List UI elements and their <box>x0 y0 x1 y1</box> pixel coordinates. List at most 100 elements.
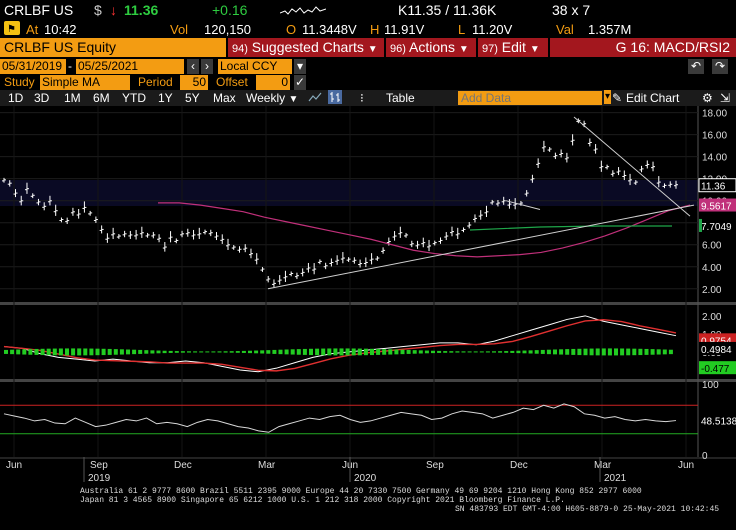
ma-slow-tag-marker <box>699 218 702 232</box>
period-input[interactable]: 50 <box>180 75 208 90</box>
trend-line-resistance <box>573 116 691 217</box>
histogram-tag: -0.477 <box>701 364 730 375</box>
suggested-charts-menu[interactable]: 94) Suggested Charts ▼ <box>228 38 384 57</box>
macd-histogram-bar <box>662 349 667 355</box>
line-chart-icon[interactable] <box>308 91 322 106</box>
security-field[interactable]: CRLBF US Equity <box>0 38 226 57</box>
macd-tag: 0.9754 <box>701 336 732 347</box>
macd-histogram-bar <box>540 349 545 354</box>
macd-histogram-bar <box>107 348 112 355</box>
add-data-input[interactable] <box>458 91 602 105</box>
macd-histogram-bar <box>126 349 130 355</box>
x-axis-label: Mar <box>594 460 612 471</box>
edit-menu[interactable]: 97) Edit ▼ <box>478 38 548 57</box>
value-label: Val <box>556 22 574 37</box>
macd-histogram-bar <box>522 350 527 354</box>
edit-chart-button[interactable]: Edit Chart <box>626 91 680 105</box>
rsi-tag-bg <box>699 413 736 427</box>
price-change: +0.16 <box>212 2 248 18</box>
macd-histogram-bar <box>46 348 51 356</box>
ticker-symbol[interactable]: CRLBF US <box>4 2 74 18</box>
table-button[interactable]: Table <box>386 91 415 105</box>
time-label: At <box>26 22 39 37</box>
offset-label: Offset <box>216 75 248 89</box>
macd-histogram-bar <box>199 351 204 353</box>
macd-histogram-bar <box>577 348 582 356</box>
low-value: 11.20V <box>472 22 513 37</box>
macd-histogram-bar <box>77 348 82 356</box>
wrench-icon[interactable]: ✎ <box>612 91 623 105</box>
macd-histogram-bar <box>132 349 137 355</box>
footer-session-line: SN 483793 EDT GMT-4:00 H605-8879-0 25-Ma… <box>455 505 720 514</box>
offset-input[interactable]: 0 <box>256 75 290 90</box>
chevron-right-icon[interactable]: › <box>201 59 213 74</box>
macd-histogram-bar <box>260 350 265 354</box>
trend-line-support <box>267 204 695 290</box>
chevron-down-icon[interactable]: ▾ <box>604 90 612 104</box>
chevron-down-icon: ▼ <box>529 44 540 55</box>
x-axis-year: 2019 <box>88 473 111 484</box>
undo-icon[interactable]: ↶ <box>688 59 704 74</box>
macd-histogram-bar <box>254 350 259 354</box>
macd-histogram-bar <box>296 349 301 355</box>
range-6m[interactable]: 6M <box>93 91 110 105</box>
chart-area[interactable]: 18.0016.0014.0012.0010.008.006.004.002.0… <box>0 106 736 492</box>
check-icon[interactable]: ✓ <box>294 75 306 90</box>
range-ytd[interactable]: YTD <box>122 91 146 105</box>
macd-histogram-bar <box>437 350 442 353</box>
start-date-input[interactable]: 05/31/2019 <box>0 59 66 74</box>
last-price: 11.36 <box>124 2 159 18</box>
macd-histogram-bar <box>473 351 478 353</box>
macd-histogram-bar <box>241 350 246 353</box>
traded-value: 1.357M <box>588 22 632 37</box>
macd-histogram-bar <box>113 349 118 355</box>
range-1d[interactable]: 1D <box>8 91 24 105</box>
macd-histogram-bar <box>89 348 94 356</box>
study-select[interactable]: Simple MA <box>40 75 130 90</box>
currency-select[interactable]: Local CCY <box>218 59 292 74</box>
chevron-left-icon[interactable]: ‹ <box>187 59 199 74</box>
macd-histogram-bar <box>101 348 106 356</box>
alert-icon[interactable]: ⚑ <box>4 21 20 38</box>
range-1m[interactable]: 1M <box>64 91 81 105</box>
x-axis-label: Jun <box>6 460 22 471</box>
macd-histogram-bar <box>193 351 198 353</box>
bar-chart-icon[interactable] <box>328 90 342 104</box>
macd-histogram-bar <box>516 350 521 354</box>
macd-histogram-bar <box>150 350 155 354</box>
last-price-tag-border <box>698 178 736 193</box>
macd-histogram-bar <box>601 348 606 356</box>
end-date-input[interactable]: 05/25/2021 <box>76 59 184 74</box>
high-value: 11.91V <box>384 22 425 37</box>
range-5y[interactable]: 5Y <box>185 91 200 105</box>
macd-histogram-bar <box>492 351 496 353</box>
macd-histogram-bar <box>412 350 417 354</box>
macd-histogram-bar <box>370 348 374 356</box>
frequency-select[interactable]: Weekly ▼ <box>246 91 298 105</box>
range-max[interactable]: Max <box>213 91 236 105</box>
price-tick-label: 18.00 <box>702 109 727 120</box>
export-icon[interactable]: ⇲ <box>720 91 731 105</box>
macd-histogram-bar <box>388 349 393 355</box>
macd-histogram-bar <box>553 349 557 355</box>
macd-histogram-bar <box>449 351 454 353</box>
macd-histogram-bar <box>266 350 271 354</box>
more-options-icon[interactable]: ⁝ <box>360 91 364 105</box>
bid-ask-size: 38 x 7 <box>552 2 591 18</box>
chevron-down-icon: ▼ <box>288 94 299 105</box>
settings-icon[interactable]: ⚙ <box>702 91 713 105</box>
dropdown-arrow-icon[interactable]: ▾ <box>294 59 306 74</box>
macd-histogram-bar <box>345 348 350 356</box>
macd-histogram-bar <box>595 348 600 356</box>
range-3d[interactable]: 3D <box>34 91 50 105</box>
range-1y[interactable]: 1Y <box>158 91 173 105</box>
currency-label: $ <box>94 2 102 18</box>
chevron-down-icon: ▼ <box>367 44 378 55</box>
macd-histogram-bar <box>223 351 228 353</box>
x-axis-label: Dec <box>510 460 528 471</box>
macd-histogram-bar <box>546 349 551 355</box>
price-tick-label: 16.00 <box>702 131 727 142</box>
chart-toolbar: 1D 3D 1M 6M YTD 1Y 5Y Max Weekly ▼ ⁝ Tab… <box>0 90 736 106</box>
actions-menu[interactable]: 96) Actions ▼ <box>386 38 476 57</box>
redo-icon[interactable]: ↷ <box>712 59 728 74</box>
